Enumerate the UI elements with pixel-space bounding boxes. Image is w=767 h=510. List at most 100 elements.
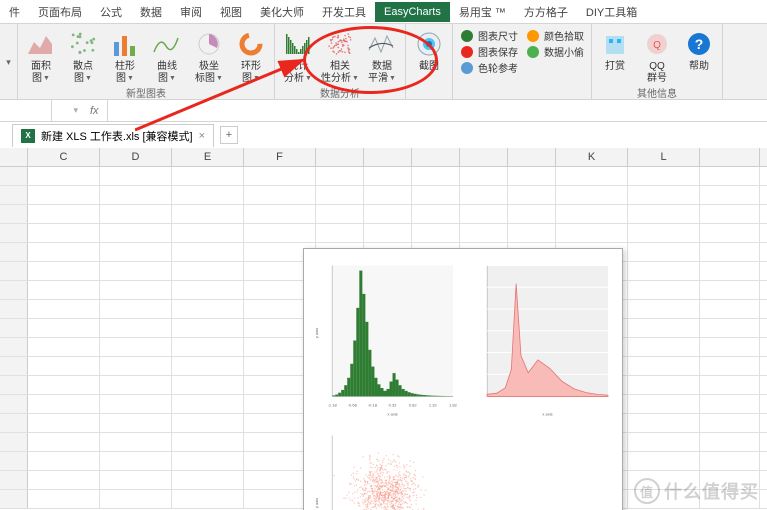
- cell[interactable]: [412, 224, 460, 242]
- row-header[interactable]: [0, 205, 28, 223]
- cell[interactable]: [412, 205, 460, 223]
- cell[interactable]: [172, 186, 244, 204]
- row-header[interactable]: [0, 224, 28, 242]
- cell[interactable]: [244, 167, 316, 185]
- cell[interactable]: [316, 205, 364, 223]
- ribbon-tab[interactable]: 审阅: [171, 0, 211, 24]
- cell[interactable]: [700, 357, 760, 375]
- column-header[interactable]: D: [100, 148, 172, 166]
- cell[interactable]: [700, 205, 760, 223]
- cell[interactable]: [460, 224, 508, 242]
- sheet-tab[interactable]: X 新建 XLS 工作表.xls [兼容模式] ×: [12, 124, 214, 147]
- row-header[interactable]: [0, 395, 28, 413]
- cell[interactable]: [628, 224, 700, 242]
- cell[interactable]: [700, 319, 760, 337]
- cell[interactable]: [28, 281, 100, 299]
- ribbon-tab[interactable]: 页面布局: [29, 0, 91, 24]
- row-header[interactable]: [0, 243, 28, 261]
- cell[interactable]: [244, 205, 316, 223]
- cell[interactable]: [100, 205, 172, 223]
- row-header[interactable]: [0, 376, 28, 394]
- line-button[interactable]: 曲线图▼: [147, 26, 187, 84]
- cell[interactable]: [508, 205, 556, 223]
- row-header[interactable]: [0, 300, 28, 318]
- cell[interactable]: [172, 300, 244, 318]
- cell[interactable]: [172, 205, 244, 223]
- cell[interactable]: [172, 167, 244, 185]
- cell[interactable]: [316, 186, 364, 204]
- cell[interactable]: [460, 205, 508, 223]
- row-header[interactable]: [0, 186, 28, 204]
- tool-颜色拾取[interactable]: 颜色拾取: [526, 28, 584, 43]
- cell[interactable]: [700, 167, 760, 185]
- cell[interactable]: [28, 357, 100, 375]
- cell[interactable]: [28, 262, 100, 280]
- cell[interactable]: [460, 186, 508, 204]
- tool-图表保存[interactable]: 图表保存: [460, 44, 518, 59]
- ribbon-tab[interactable]: 公式: [91, 0, 131, 24]
- tool-图表尺寸[interactable]: 图表尺寸: [460, 28, 518, 43]
- cell[interactable]: [628, 433, 700, 451]
- cell[interactable]: [172, 319, 244, 337]
- cell[interactable]: [628, 319, 700, 337]
- cell[interactable]: [100, 262, 172, 280]
- cell[interactable]: [100, 395, 172, 413]
- cell[interactable]: [172, 490, 244, 508]
- row-header[interactable]: [0, 452, 28, 470]
- cell[interactable]: [628, 376, 700, 394]
- close-icon[interactable]: ×: [199, 130, 205, 142]
- cell[interactable]: [700, 262, 760, 280]
- cell[interactable]: [100, 338, 172, 356]
- cell[interactable]: [28, 243, 100, 261]
- row-header[interactable]: [0, 167, 28, 185]
- ribbon-tab[interactable]: 视图: [211, 0, 251, 24]
- tool-色轮参考[interactable]: 色轮参考: [460, 60, 518, 75]
- cell[interactable]: [172, 243, 244, 261]
- row-header[interactable]: [0, 471, 28, 489]
- cell[interactable]: [28, 319, 100, 337]
- cell[interactable]: [700, 338, 760, 356]
- name-box[interactable]: [0, 100, 52, 121]
- cell[interactable]: [100, 376, 172, 394]
- cell[interactable]: [100, 319, 172, 337]
- cell[interactable]: [172, 281, 244, 299]
- ribbon-tab[interactable]: 方方格子: [515, 0, 577, 24]
- tool-数据小偷[interactable]: 数据小偷: [526, 44, 584, 59]
- cell[interactable]: [100, 414, 172, 432]
- cell[interactable]: [700, 395, 760, 413]
- cell[interactable]: [556, 186, 628, 204]
- cell[interactable]: [172, 357, 244, 375]
- cell[interactable]: [100, 433, 172, 451]
- cell[interactable]: [172, 395, 244, 413]
- column-header[interactable]: [316, 148, 364, 166]
- cell[interactable]: [700, 186, 760, 204]
- column-header[interactable]: [460, 148, 508, 166]
- cell[interactable]: [556, 224, 628, 242]
- row-header[interactable]: [0, 414, 28, 432]
- add-sheet-button[interactable]: +: [220, 126, 238, 144]
- bar-button[interactable]: 柱形图▼: [105, 26, 145, 84]
- cell[interactable]: [628, 167, 700, 185]
- cell[interactable]: [628, 262, 700, 280]
- cell[interactable]: [700, 224, 760, 242]
- cell[interactable]: [100, 167, 172, 185]
- cell[interactable]: [364, 224, 412, 242]
- column-header[interactable]: F: [244, 148, 316, 166]
- row-header[interactable]: [0, 433, 28, 451]
- row-header[interactable]: [0, 281, 28, 299]
- qq-button[interactable]: QQQ群号: [637, 26, 677, 84]
- cell[interactable]: [28, 300, 100, 318]
- cell[interactable]: [460, 167, 508, 185]
- polar-button[interactable]: 极坐标图▼: [189, 26, 229, 84]
- scatter-button[interactable]: 散点图▼: [63, 26, 103, 84]
- column-header[interactable]: [700, 148, 760, 166]
- cell[interactable]: [172, 433, 244, 451]
- cell[interactable]: [700, 414, 760, 432]
- column-header[interactable]: L: [628, 148, 700, 166]
- ribbon-tab[interactable]: 美化大师: [251, 0, 313, 24]
- cell[interactable]: [28, 395, 100, 413]
- ribbon-tab[interactable]: EasyCharts: [375, 2, 450, 22]
- cell[interactable]: [244, 224, 316, 242]
- cell[interactable]: [100, 243, 172, 261]
- cell[interactable]: [628, 300, 700, 318]
